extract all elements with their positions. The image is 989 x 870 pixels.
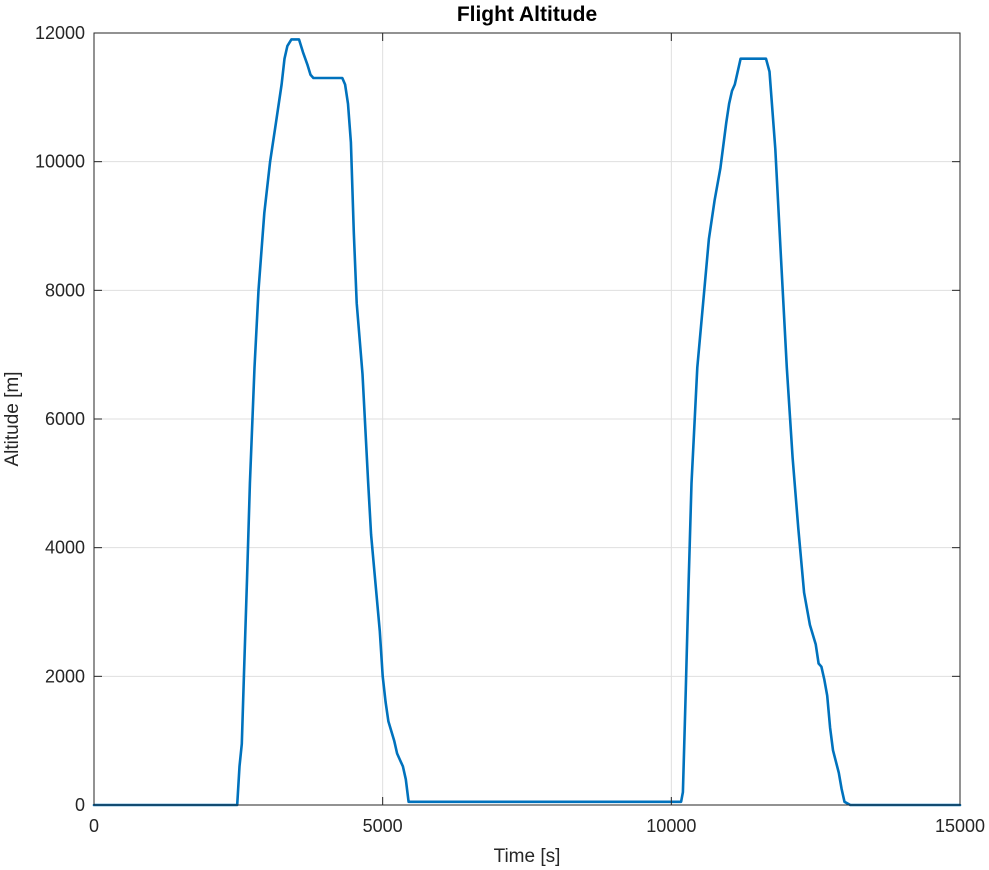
x-axis-label: Time [s] [494, 846, 561, 867]
altitude-series-line [92, 38, 962, 807]
series-layer [92, 38, 962, 807]
y-tick-label: 0 [75, 795, 85, 815]
tick-layer: 0 5000 10000 15000 0 2000 4000 6000 8000 10000 120… [35, 23, 985, 836]
x-tick-label: 10000 [646, 816, 696, 836]
y-tick-label: 8000 [45, 280, 85, 300]
y-tick-label: 6000 [45, 409, 85, 429]
x-tick-label: 5000 [363, 816, 403, 836]
chart-title: Flight Altitude [457, 3, 597, 26]
x-tick-label: 15000 [935, 816, 985, 836]
y-axis-label: Altitude [m] [2, 371, 23, 466]
y-tick-label: 2000 [45, 666, 85, 686]
y-tick-label: 12000 [35, 23, 85, 43]
y-tick-label: 4000 [45, 538, 85, 558]
x-tick-label: 0 [89, 816, 99, 836]
y-tick-label: 10000 [35, 152, 85, 172]
